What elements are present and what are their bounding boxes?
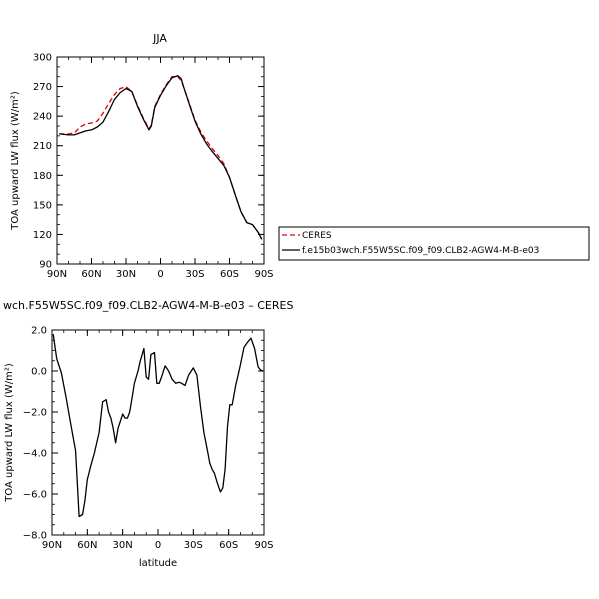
series-line-1 — [59, 75, 263, 240]
y-tick-label: −4.0 — [23, 449, 47, 460]
y-tick-label: −8.0 — [23, 531, 47, 542]
top-x-tick-labels: 90N 60N 30N 0 30S 60S 90S — [47, 269, 274, 280]
series-line-0 — [59, 76, 263, 239]
y-tick-label: 210 — [33, 141, 52, 152]
top-y-tick-labels: 90 120 150 180 210 240 270 300 — [33, 53, 52, 271]
x-tick-label: 30N — [113, 540, 133, 551]
y-tick-label: 90 — [39, 260, 52, 271]
y-tick-label: 240 — [33, 112, 52, 123]
y-tick-label: 180 — [33, 171, 52, 182]
y-tick-label: −6.0 — [23, 490, 47, 501]
bottom-panel-title: wch.F55W5SC.f09_f09.CLB2-AGW4-M-B-e03 – … — [3, 299, 293, 312]
top-tick-marks — [56, 56, 265, 265]
x-tick-label: 60N — [81, 269, 101, 280]
legend-box — [278, 226, 590, 261]
x-tick-label: 90N — [47, 269, 67, 280]
x-tick-label: 30S — [184, 540, 203, 551]
x-tick-label: 30N — [116, 269, 136, 280]
x-tick-label: 60S — [220, 269, 239, 280]
legend-entry-ceres: CERES — [302, 231, 332, 241]
bottom-y-tick-labels: −8.0 −6.0 −4.0 −2.0 0.0 2.0 — [23, 326, 47, 542]
x-tick-label: 90N — [42, 540, 62, 551]
top-panel: JJA 90 120 150 180 210 240 270 300 90N 60N 30N 0 30… — [10, 32, 274, 280]
top-panel-title: JJA — [152, 32, 167, 45]
y-tick-label: 120 — [33, 230, 52, 241]
bottom-plot-frame — [51, 329, 265, 536]
x-tick-label: 90S — [254, 540, 273, 551]
top-series-lines — [59, 75, 263, 240]
y-tick-label: 270 — [33, 82, 52, 93]
x-tick-label: 60S — [219, 540, 238, 551]
bottom-x-tick-labels: 90N 60N 30N 0 30S 60S 90S — [42, 540, 274, 551]
x-tick-label: 30S — [185, 269, 204, 280]
y-tick-label: 0.0 — [31, 367, 47, 378]
y-tick-label: 2.0 — [31, 326, 47, 337]
y-tick-label: 300 — [33, 53, 52, 64]
x-tick-label: 0 — [157, 269, 163, 280]
bottom-series-lines — [52, 334, 264, 518]
series-line-0 — [52, 334, 264, 518]
x-tick-label: 90S — [254, 269, 273, 280]
x-tick-label: 60N — [77, 540, 97, 551]
legend-entry-model: f.e15b03wch.F55W5SC.f09_f09.CLB2-AGW4-M-… — [302, 246, 539, 256]
y-tick-label: −2.0 — [23, 408, 47, 419]
y-tick-label: 150 — [33, 200, 52, 211]
bottom-x-axis-label: latitude — [139, 558, 177, 569]
legend: CERES f.e15b03wch.F55W5SC.f09_f09.CLB2-A… — [278, 226, 590, 261]
x-tick-label: 0 — [155, 540, 161, 551]
top-plot-frame — [56, 56, 265, 265]
bottom-y-axis-label: TOA upward LW flux (W/m²) — [4, 363, 15, 503]
top-y-axis-label: TOA upward LW flux (W/m²) — [10, 91, 21, 231]
bottom-panel: wch.F55W5SC.f09_f09.CLB2-AGW4-M-B-e03 – … — [3, 299, 293, 569]
